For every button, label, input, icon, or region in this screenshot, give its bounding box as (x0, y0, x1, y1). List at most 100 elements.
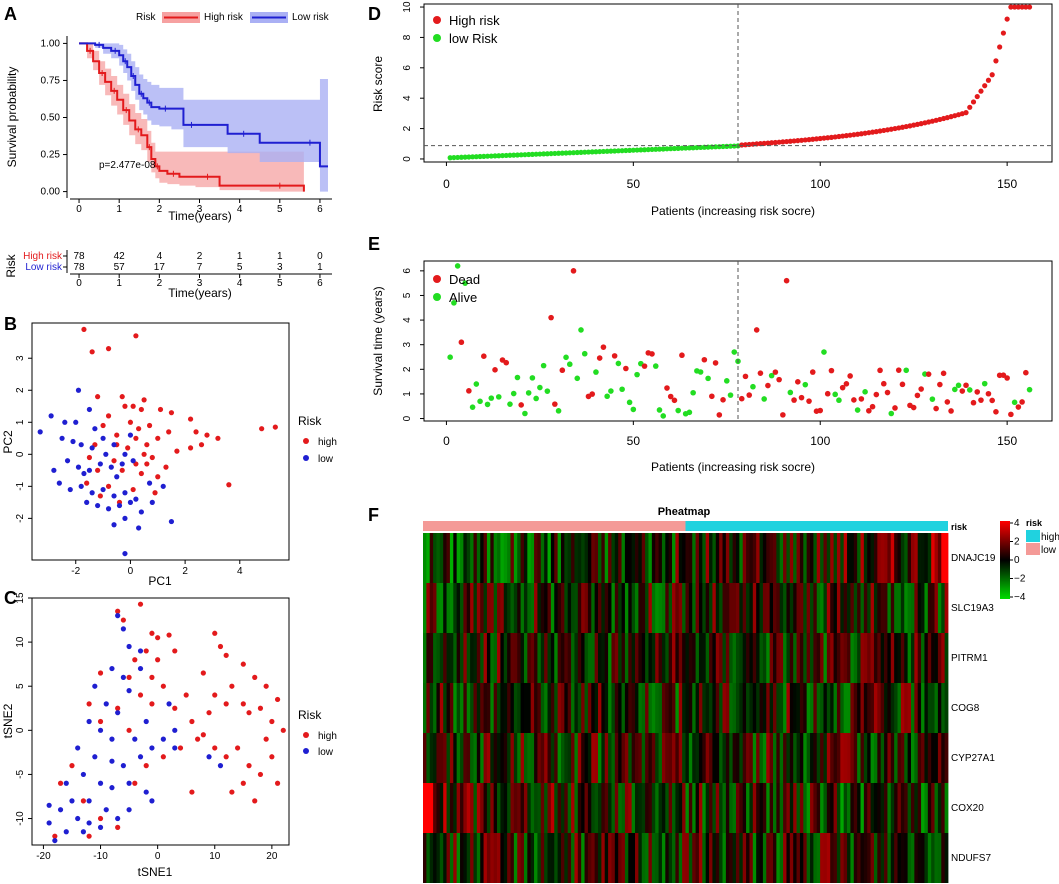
heatmap-cell (567, 583, 572, 633)
heatmap-cell (658, 683, 663, 733)
heatmap-cell (806, 783, 811, 833)
risk-point-low (570, 150, 577, 156)
heatmap-cell (483, 783, 488, 833)
heatmap-cell (877, 683, 882, 733)
heatmap-cell (826, 783, 831, 833)
survival-point-dead (869, 403, 876, 410)
heatmap-cell (766, 783, 771, 833)
heatmap-cell (773, 683, 777, 733)
tsne-point-low (115, 815, 121, 822)
risk-point-high (982, 83, 988, 89)
tsne-point-high (257, 771, 264, 778)
heatmap-cell (789, 833, 794, 883)
heatmap-cell (880, 533, 885, 583)
heatmap-cell (847, 733, 851, 783)
heatmap-cell (460, 833, 464, 883)
heatmap-cell (786, 633, 791, 683)
heatmap-cell (934, 683, 939, 733)
risk-point-low (481, 153, 487, 159)
heatmap-cell (783, 633, 787, 683)
tsne-point-high (263, 683, 269, 689)
tsne-point-high (115, 608, 121, 614)
tsne-y-tick-label: -10 (15, 811, 26, 826)
pca-point-high (138, 406, 144, 413)
risk-point-high (1019, 4, 1025, 10)
heatmap-cell (429, 583, 434, 633)
pca-point-low (86, 467, 93, 473)
heatmap-cell (510, 733, 515, 783)
pca-point-high (144, 442, 150, 448)
heatmap-cell (698, 783, 703, 833)
heatmap-cell (614, 833, 619, 883)
heatmap-cell (900, 783, 905, 833)
survival-point-alive (484, 401, 491, 408)
heatmap-cell (483, 833, 488, 883)
pca-point-low (103, 451, 109, 457)
heatmap-cell (907, 833, 912, 883)
heatmap-cell (813, 833, 818, 883)
heatmap-colorbar-tick-label: −4 (1014, 592, 1026, 603)
tsne-point-high (126, 674, 132, 680)
pca-point-high (198, 442, 205, 448)
heatmap-cell (702, 533, 707, 583)
heatmap-cell (544, 533, 548, 583)
heatmap-cell (665, 633, 670, 683)
heatmap-cell (621, 733, 626, 783)
risk-point-low (484, 153, 491, 159)
survival-point-alive (578, 327, 584, 333)
heatmap-cell (510, 833, 515, 883)
pca-point-low (51, 467, 57, 473)
survival-point-alive (723, 378, 730, 384)
heatmap-cell (614, 783, 619, 833)
survival-point-dead (679, 352, 685, 359)
heatmap-cell (581, 583, 585, 633)
pca-point-high (133, 435, 139, 441)
panel-letter-f: F (368, 505, 379, 525)
survival-point-alive (761, 396, 767, 402)
heatmap-cell (870, 533, 875, 583)
risk-point-high (810, 136, 816, 142)
heatmap-cell (867, 833, 871, 883)
heatmap-cell (638, 633, 643, 683)
tsne-legend-high-label: high (318, 731, 337, 742)
heatmap-cell (910, 733, 915, 783)
survival-point-alive (929, 396, 936, 402)
heatmap-cell (655, 583, 659, 633)
heatmap-cell (651, 533, 656, 583)
heatmap-cell (608, 633, 612, 683)
pca-point-low (111, 493, 117, 499)
heatmap-cell (746, 533, 750, 583)
risk-point-high (963, 110, 969, 116)
heatmap-cell (423, 633, 427, 683)
heatmap-cell (735, 583, 740, 633)
heatmap-cell (493, 533, 498, 583)
risk-table-x-label: Time(years) (168, 286, 232, 300)
heatmap-cell (944, 533, 949, 583)
heatmap-cell (914, 533, 919, 583)
survival-point-alive (529, 375, 536, 381)
heatmap-cell (816, 633, 821, 683)
survival-x-tick-label: 50 (627, 434, 641, 448)
heatmap-cell (836, 583, 841, 633)
heatmap-cell (762, 533, 767, 583)
heatmap-cell (618, 533, 622, 583)
heatmap-cell (759, 783, 764, 833)
heatmap-cell (520, 833, 525, 883)
heatmap-cell (910, 583, 915, 633)
heatmap-cell (786, 683, 791, 733)
km-legend-high-label: High risk (204, 12, 244, 23)
heatmap-cell (773, 833, 777, 883)
pca-point-low (149, 499, 155, 505)
heatmap-anno-legend-low-label: low (1041, 545, 1057, 556)
pca-frame (31, 322, 290, 561)
heatmap-cell (665, 783, 670, 833)
heatmap-cell (436, 683, 441, 733)
survival-point-dead (1008, 411, 1014, 418)
risk-point-low (656, 146, 663, 152)
heatmap-cell (429, 783, 434, 833)
survival-point-alive (563, 354, 569, 361)
heatmap-cell (655, 633, 659, 683)
heatmap-cell (554, 733, 559, 783)
heatmap-cell (429, 733, 434, 783)
heatmap-cell (752, 833, 757, 883)
